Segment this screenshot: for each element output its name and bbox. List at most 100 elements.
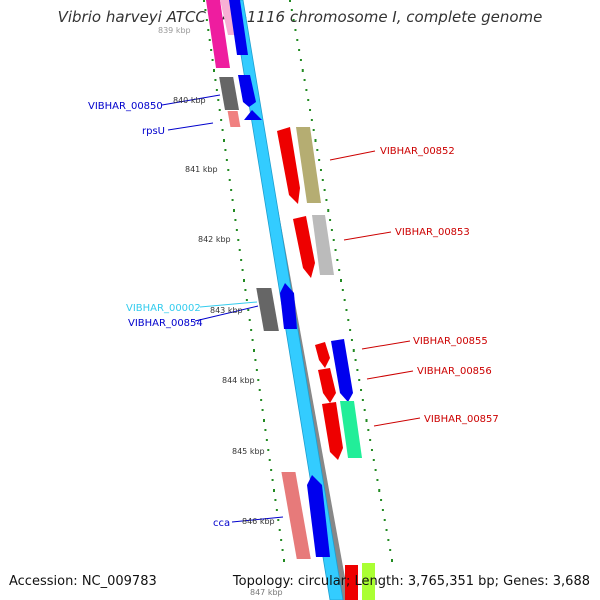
tick-label-847: 847 kbp [250,588,283,597]
gene-red-856 [318,368,336,403]
tick-dot [271,479,274,481]
tick-dot [309,109,312,111]
tick-dot [334,249,337,251]
tick-dot [274,499,277,501]
tick-dot [247,309,250,311]
tick-label-844: 844 kbp [222,376,255,385]
tick-dot [298,49,301,51]
tick-dot [244,289,247,291]
tick-dot [267,449,270,451]
gene-pink-rpsU [227,111,241,127]
gene-label-vibhar-00856[interactable]: VIBHAR_00856 [417,366,492,377]
tick-dot [352,349,355,352]
tick-dot [332,239,335,241]
tick-dot [345,309,348,311]
tick-dot [391,559,393,562]
tick-dot [289,0,291,2]
tick-dot [319,169,322,171]
tick-dot [294,29,297,31]
tick-dot [217,99,220,101]
tick-dot [323,189,326,191]
tick-dot [251,339,254,341]
tick-dot [363,409,366,411]
tick-label-846: 846 kbp [242,517,275,526]
tick-dot [369,439,372,441]
gene-label-vibhar-00852[interactable]: VIBHAR_00852 [380,146,455,157]
accession-text: Accession: NC_009783 [9,574,157,589]
tick-dot [310,119,313,121]
tick-dot [314,139,317,142]
tick-dot [207,29,210,31]
tick-dot [218,109,221,111]
tick-dot [336,259,339,261]
tick-dot [208,39,211,41]
gene-label-cca[interactable]: cca [213,518,230,529]
tick-dot [340,279,342,282]
tick-dot [321,179,324,181]
gene-label-vibhar-00850[interactable]: VIBHAR_00850 [88,101,163,112]
gene-label-vibhar-00002[interactable]: VIBHAR_00002 [126,303,201,314]
tick-dot [261,409,264,411]
tick-dot [255,369,258,371]
tick-dot [257,379,260,381]
tick-dot [220,119,223,121]
tick-dot [204,9,207,11]
tick-label-845: 845 kbp [232,447,265,456]
gene-label-vibhar-00857[interactable]: VIBHAR_00857 [424,414,499,425]
tick-dot [234,219,237,221]
tick-dot [238,249,241,251]
gene-olive-852 [296,127,321,203]
gene-red-bottom [345,565,358,600]
tick-dot [203,0,205,2]
tick-dot [245,299,248,301]
tick-dot [329,219,332,221]
tick-dot [221,129,224,131]
gene-red-853 [293,216,315,278]
tick-dot [303,79,306,81]
gene-red-857 [322,402,343,460]
tick-dot [228,179,231,181]
tick-dot [230,189,233,191]
tick-dot [367,429,370,431]
tick-dot [341,289,344,291]
tick-dot [225,159,228,161]
tick-dot [378,489,381,492]
tick-dot [215,89,218,91]
tick-dot [243,279,245,282]
tick-dot [330,229,333,231]
tick-dot [264,429,267,431]
tick-dot [318,159,321,161]
tick-dot [372,459,375,461]
tick-dot [381,509,384,511]
tick-dot [280,539,283,541]
tick-dot [376,479,379,481]
tick-dot [231,199,234,201]
gene-label-vibhar-00853[interactable]: VIBHAR_00853 [395,227,470,238]
tick-dot [316,149,319,151]
tick-dot [299,59,302,61]
tick-dot [223,139,225,142]
tick-dot [312,129,315,131]
cds-blue-arrow-1 [238,75,256,107]
gene-label-vibhar-00855[interactable]: VIBHAR_00855 [413,336,488,347]
tick-dot [350,339,353,341]
tick-dot [296,39,299,41]
leader-lines [161,94,284,523]
tick-dot [387,539,390,541]
gene-red-855 [315,342,330,368]
tick-dot [389,549,392,551]
tick-dot [240,259,243,261]
tick-dot [281,549,284,551]
gene-grey-840 [219,77,239,110]
tick-dot [385,529,388,531]
tick-dot [268,459,271,461]
tick-dot [301,69,304,72]
tick-dot [360,389,363,391]
tick-dot [275,509,278,511]
gene-label-rpsu[interactable]: rpsU [142,126,165,137]
cds-blue-bottom [307,475,330,557]
tick-dot [258,389,261,391]
gene-label-vibhar-00854[interactable]: VIBHAR_00854 [128,318,203,329]
tick-dot [361,399,364,401]
